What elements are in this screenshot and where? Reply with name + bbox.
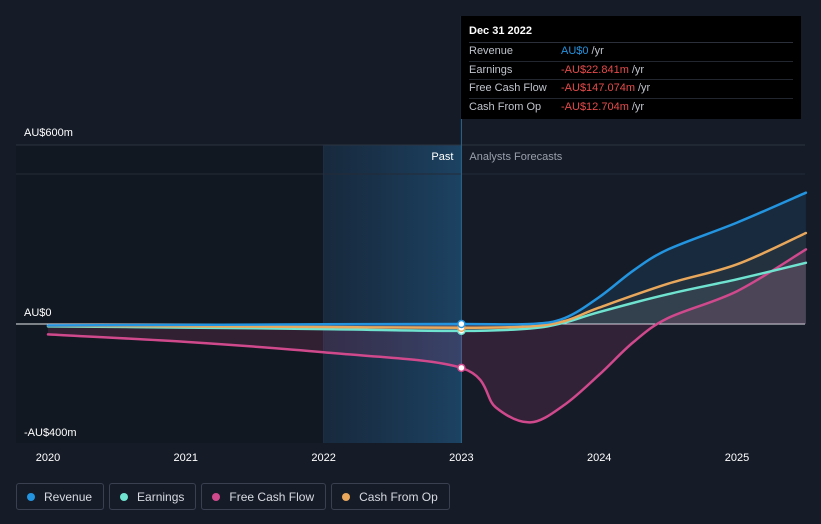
series-line-earnings — [46, 261, 808, 333]
legend-label: Revenue — [44, 489, 93, 504]
tooltip-label: Revenue — [469, 45, 514, 57]
tooltip-label: Cash From Op — [469, 100, 542, 113]
tooltip-row-cash-from-op: Cash From Op -AU$12.704m /yr — [469, 99, 793, 117]
legend-label: Earnings — [137, 489, 185, 504]
tooltip-value: -AU$22.841m — [561, 63, 629, 76]
series-area-free-cash-flow — [48, 249, 806, 423]
tooltip-unit: /yr — [591, 45, 604, 57]
x-tick-label: 2023 — [449, 452, 473, 464]
series-line-cash-from-op — [46, 231, 808, 330]
tooltip-value: AU$0 — [561, 45, 589, 57]
legend-item-cash-from-op[interactable]: Cash From Op — [331, 483, 450, 510]
y-tick-label: -AU$400m — [24, 427, 77, 439]
x-tick-label: 2021 — [174, 452, 198, 464]
tooltip-label: Earnings — [469, 63, 513, 76]
series-area-earnings — [48, 262, 806, 331]
series-area-revenue — [48, 192, 806, 326]
x-tick-label: 2025 — [725, 452, 749, 464]
series-line-revenue — [46, 191, 808, 327]
legend-dot-icon — [342, 492, 351, 501]
x-tick-label: 2022 — [311, 452, 335, 464]
y-tick-label: AU$600m — [24, 127, 73, 139]
legend-dot-icon — [212, 492, 221, 501]
tooltip-unit: /yr — [638, 82, 651, 94]
x-tick-label: 2020 — [36, 452, 60, 464]
tooltip-label: Free Cash Flow — [469, 82, 547, 94]
tooltip-unit: /yr — [631, 100, 645, 113]
legend-item-free-cash-flow[interactable]: Free Cash Flow — [201, 483, 327, 510]
past-highlight-region — [323, 145, 462, 443]
tooltip-row-free-cash-flow: Free Cash Flow -AU$147.074m /yr — [469, 80, 793, 99]
tooltip-value: -AU$12.704m — [561, 100, 629, 113]
tooltip-date: Dec 31 2022 — [469, 16, 793, 43]
data-point-marker — [457, 363, 466, 373]
forecast-label: Analysts Forecasts — [469, 151, 562, 163]
legend-label: Free Cash Flow — [229, 489, 315, 504]
data-point-marker — [457, 319, 466, 329]
legend-label: Cash From Op — [359, 489, 438, 504]
tooltip-row-revenue: Revenue AU$0 /yr — [469, 43, 793, 62]
past-label: Past — [431, 151, 453, 163]
tooltip-panel: Dec 31 2022 Revenue AU$0 /yr Earnings -A… — [461, 16, 801, 119]
tooltip-unit: /yr — [631, 63, 645, 76]
x-tick-label: 2024 — [587, 452, 611, 464]
legend-item-revenue[interactable]: Revenue — [16, 483, 105, 510]
tooltip-value: -AU$147.074m — [561, 82, 635, 94]
legend-dot-icon — [27, 492, 35, 501]
series-line-free-cash-flow — [46, 248, 808, 424]
legend: Revenue Earnings Free Cash Flow Cash Fro… — [16, 483, 450, 510]
legend-item-earnings[interactable]: Earnings — [109, 483, 197, 510]
tooltip-row-earnings: Earnings -AU$22.841m /yr — [469, 62, 793, 80]
y-tick-label: AU$0 — [24, 307, 52, 319]
series-area-cash-from-op — [48, 233, 806, 328]
legend-dot-icon — [120, 492, 129, 501]
